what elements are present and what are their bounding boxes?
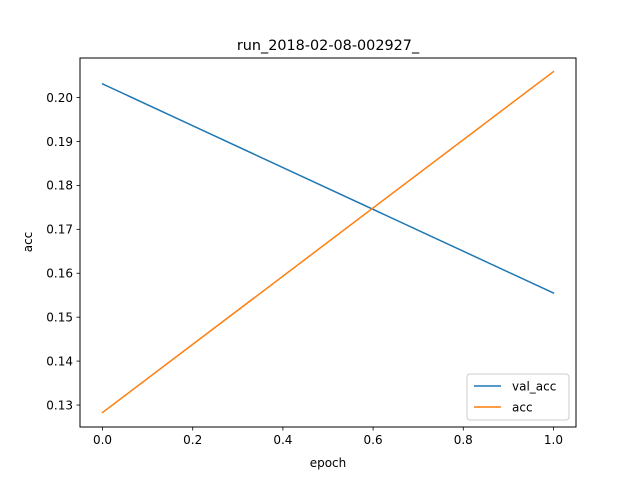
- series-line-acc: [101, 70, 555, 414]
- y-tick-label: 0.17: [46, 223, 73, 237]
- x-tick-label: 0.8: [454, 433, 473, 447]
- x-axis-label: epoch: [310, 456, 347, 470]
- legend-entry-val-acc: val_acc: [512, 379, 556, 393]
- y-axis: 0.13 0.14 0.15 0.16 0.17 0.18 0.19 0.20: [46, 91, 80, 412]
- y-axis-label: acc: [21, 232, 35, 253]
- y-tick-label: 0.13: [46, 398, 73, 412]
- x-tick-label: 0.2: [183, 433, 202, 447]
- x-tick-label: 1.0: [544, 433, 563, 447]
- y-tick-label: 0.19: [46, 135, 73, 149]
- x-tick-label: 0.4: [273, 433, 292, 447]
- y-tick-label: 0.14: [46, 354, 73, 368]
- plot-area: [101, 70, 555, 414]
- axes-frame: [79, 57, 577, 428]
- y-tick-label: 0.15: [46, 310, 73, 324]
- x-axis: 0.0 0.2 0.4 0.6 0.8 1.0: [93, 427, 563, 447]
- legend-entry-acc: acc: [512, 400, 533, 414]
- x-tick-label: 0.0: [93, 433, 112, 447]
- y-tick-label: 0.18: [46, 179, 73, 193]
- y-tick-label: 0.16: [46, 267, 73, 281]
- chart-title: run_2018-02-08-002927_: [237, 38, 420, 54]
- y-tick-label: 0.20: [46, 91, 73, 105]
- x-tick-label: 0.6: [364, 433, 383, 447]
- series-line-val-acc: [101, 82, 555, 295]
